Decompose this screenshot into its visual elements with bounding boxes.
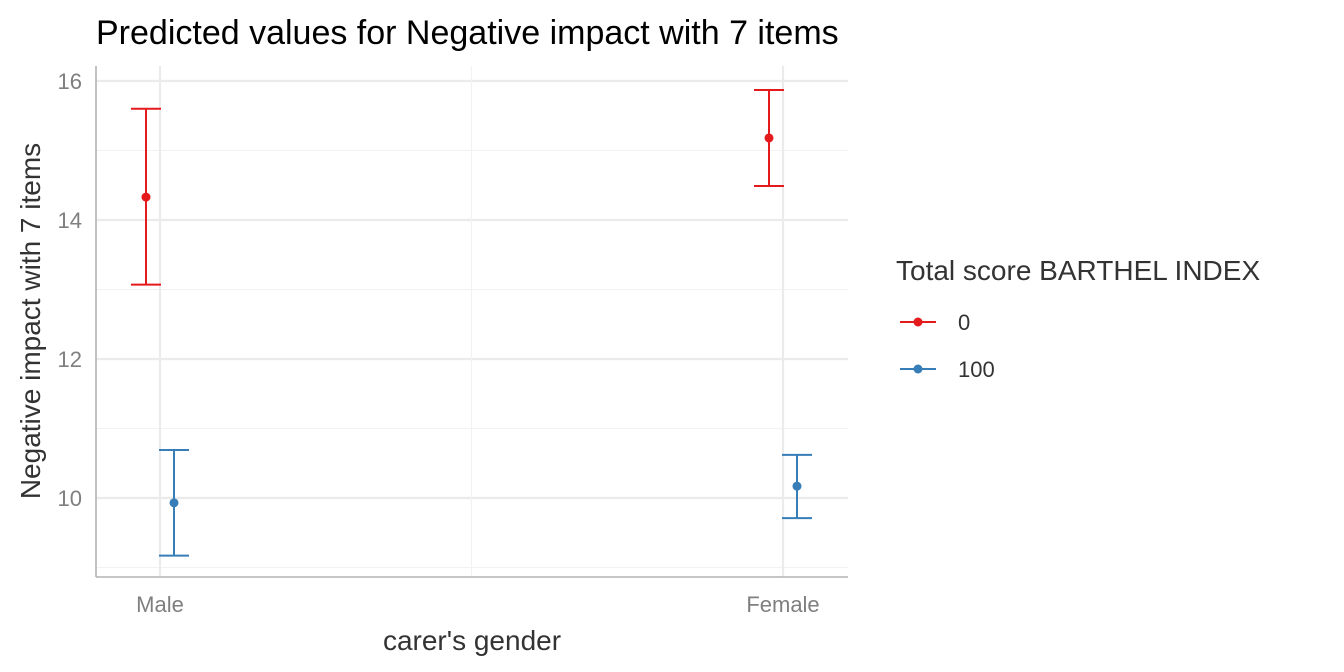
data-point [764,133,774,143]
legend-entry: 100 [900,357,995,382]
errorbar-point [131,107,161,286]
y-tick-label: 10 [58,486,82,511]
y-tick-labels: 10 12 14 16 [58,69,82,511]
data-point [169,498,179,508]
data-point [141,192,151,202]
y-tick-label: 14 [58,208,82,233]
data-marks [131,89,812,557]
legend-key-point [913,364,923,374]
legend-title: Total score BARTHEL INDEX [896,255,1260,286]
legend-key-point [913,317,923,327]
y-tick-label: 12 [58,347,82,372]
errorbar-point [782,453,812,520]
errorbar-point [159,449,189,557]
data-point [792,481,802,491]
grid [96,66,848,577]
errorbar-point [754,89,784,187]
x-axis-title: carer's gender [383,625,561,656]
legend-entry: 0 [900,310,970,335]
x-tick-label: Female [746,592,819,617]
x-tick-labels: Male Female [136,592,820,617]
y-axis-title: Negative impact with 7 items [15,143,46,499]
legend-label: 100 [958,357,995,382]
x-tick-label: Male [136,592,184,617]
y-tick-label: 16 [58,69,82,94]
legend-label: 0 [958,310,970,335]
chart-title: Predicted values for Negative impact wit… [96,14,839,52]
legend: Total score BARTHEL INDEX 0 100 [896,255,1260,382]
axes [95,66,848,578]
